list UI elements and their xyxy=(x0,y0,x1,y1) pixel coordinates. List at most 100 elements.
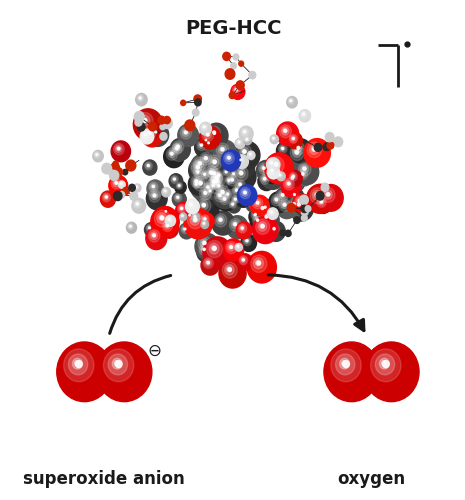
Circle shape xyxy=(180,127,192,139)
Circle shape xyxy=(214,176,218,180)
Circle shape xyxy=(227,156,229,158)
Circle shape xyxy=(213,131,214,133)
Circle shape xyxy=(221,190,223,193)
Circle shape xyxy=(265,153,293,184)
Circle shape xyxy=(240,172,243,174)
Circle shape xyxy=(165,120,168,124)
Circle shape xyxy=(216,192,223,200)
Circle shape xyxy=(186,199,199,214)
Circle shape xyxy=(205,184,211,190)
Circle shape xyxy=(211,172,223,185)
Circle shape xyxy=(292,175,294,178)
Circle shape xyxy=(209,190,211,192)
Circle shape xyxy=(296,202,300,206)
Circle shape xyxy=(246,138,247,140)
Circle shape xyxy=(204,183,213,192)
Circle shape xyxy=(267,208,278,220)
Circle shape xyxy=(165,190,166,192)
Circle shape xyxy=(115,182,117,184)
Circle shape xyxy=(292,193,295,196)
Circle shape xyxy=(151,206,179,238)
Circle shape xyxy=(231,84,245,100)
Circle shape xyxy=(177,196,178,198)
Circle shape xyxy=(119,181,125,188)
Circle shape xyxy=(241,128,249,136)
Circle shape xyxy=(264,178,266,180)
Circle shape xyxy=(241,234,257,252)
Circle shape xyxy=(211,246,216,251)
Circle shape xyxy=(177,146,179,148)
Circle shape xyxy=(269,166,285,182)
Circle shape xyxy=(244,136,252,144)
Circle shape xyxy=(93,150,103,162)
Circle shape xyxy=(305,206,311,212)
Circle shape xyxy=(129,226,131,227)
Circle shape xyxy=(218,188,226,197)
Circle shape xyxy=(251,156,252,158)
Circle shape xyxy=(152,233,155,237)
Circle shape xyxy=(170,138,190,160)
Circle shape xyxy=(281,176,301,197)
Circle shape xyxy=(249,200,253,205)
Circle shape xyxy=(213,185,214,186)
Circle shape xyxy=(236,222,252,239)
Circle shape xyxy=(114,181,118,184)
Circle shape xyxy=(320,201,322,202)
Circle shape xyxy=(179,206,184,212)
Circle shape xyxy=(221,148,224,151)
Circle shape xyxy=(195,180,198,182)
Circle shape xyxy=(154,210,170,227)
Circle shape xyxy=(296,146,300,150)
Circle shape xyxy=(303,167,305,170)
Circle shape xyxy=(324,190,332,199)
Circle shape xyxy=(169,152,173,156)
Circle shape xyxy=(185,210,197,224)
Circle shape xyxy=(312,190,322,200)
Circle shape xyxy=(301,215,307,221)
Circle shape xyxy=(238,182,241,186)
Circle shape xyxy=(232,173,234,174)
Circle shape xyxy=(237,168,245,178)
Circle shape xyxy=(112,358,122,369)
Circle shape xyxy=(190,214,200,225)
Circle shape xyxy=(199,169,213,184)
Circle shape xyxy=(258,222,267,231)
Circle shape xyxy=(115,360,122,368)
Circle shape xyxy=(136,203,138,204)
Circle shape xyxy=(132,198,146,213)
Circle shape xyxy=(199,213,214,229)
Circle shape xyxy=(173,178,175,180)
Circle shape xyxy=(205,123,228,148)
Circle shape xyxy=(214,180,216,182)
Circle shape xyxy=(111,141,131,162)
Circle shape xyxy=(336,354,355,375)
Circle shape xyxy=(271,162,272,164)
Circle shape xyxy=(199,126,220,149)
Circle shape xyxy=(265,216,266,218)
Circle shape xyxy=(216,180,219,182)
Circle shape xyxy=(275,188,294,208)
Circle shape xyxy=(208,168,220,180)
Circle shape xyxy=(160,124,166,130)
Circle shape xyxy=(297,203,299,205)
Circle shape xyxy=(209,243,219,254)
Circle shape xyxy=(243,259,244,261)
Circle shape xyxy=(239,158,241,161)
Circle shape xyxy=(138,96,142,100)
Circle shape xyxy=(223,197,226,200)
Circle shape xyxy=(113,192,122,200)
Circle shape xyxy=(164,222,171,230)
Circle shape xyxy=(241,189,248,196)
Circle shape xyxy=(263,206,266,208)
Circle shape xyxy=(187,213,192,218)
Circle shape xyxy=(306,184,333,214)
Circle shape xyxy=(213,180,215,183)
Circle shape xyxy=(211,183,215,188)
Circle shape xyxy=(184,208,212,239)
Circle shape xyxy=(102,164,112,174)
Circle shape xyxy=(201,124,207,131)
Circle shape xyxy=(255,218,259,222)
Circle shape xyxy=(228,180,229,181)
Circle shape xyxy=(188,202,193,207)
Circle shape xyxy=(271,169,273,172)
